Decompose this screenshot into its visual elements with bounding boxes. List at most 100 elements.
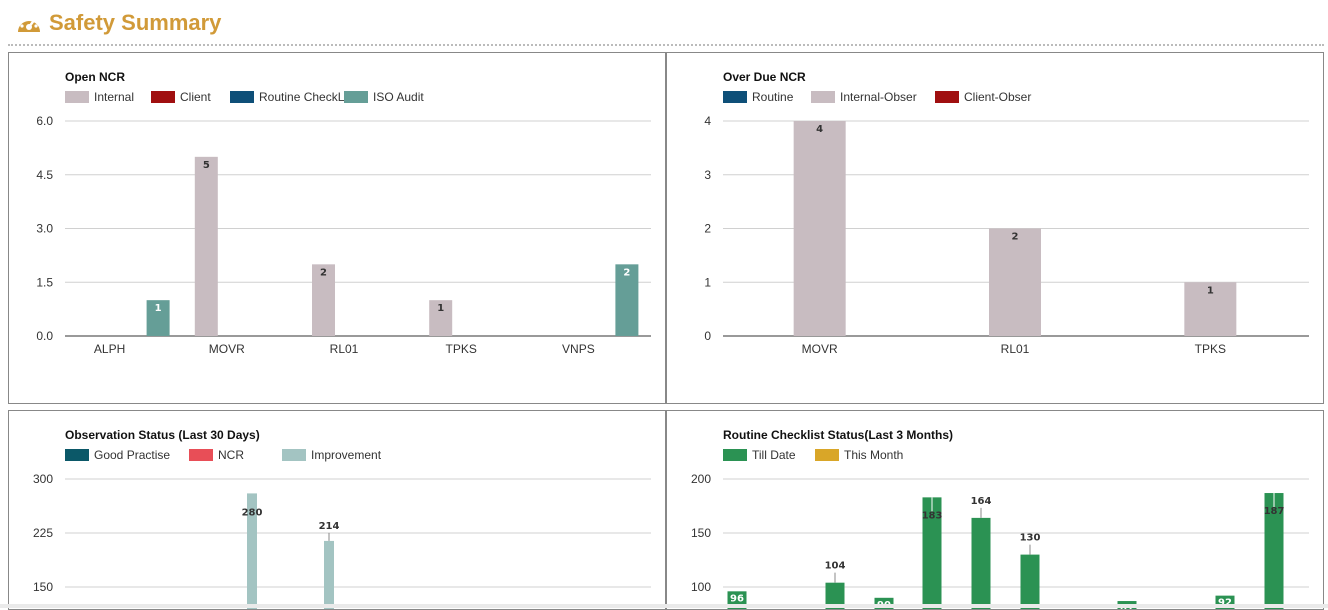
y-tick-label: 1.5 bbox=[36, 275, 53, 289]
bar-till-date[interactable] bbox=[874, 597, 894, 610]
y-tick-label: 300 bbox=[33, 472, 53, 486]
legend-item-iso-audit[interactable]: ISO Audit bbox=[344, 90, 424, 104]
legend-item-good-practise[interactable]: Good Practise bbox=[65, 448, 170, 462]
bar-internal-movr[interactable] bbox=[194, 156, 218, 336]
y-tick-label: 225 bbox=[33, 526, 53, 540]
data-label: 4 bbox=[816, 124, 823, 135]
chart-title: Over Due NCR bbox=[723, 70, 806, 84]
header-divider bbox=[8, 44, 1324, 46]
legend-item-till-date[interactable]: Till Date bbox=[723, 448, 796, 462]
routine-checklist-panel: Routine Checklist Status(Last 3 Months) T… bbox=[666, 410, 1324, 610]
data-label: 130 bbox=[1020, 533, 1041, 544]
label-band bbox=[923, 510, 942, 519]
data-label: 2 bbox=[623, 267, 630, 278]
legend-item-this-month[interactable]: This Month bbox=[815, 448, 903, 462]
legend-item-internal[interactable]: Internal bbox=[65, 90, 134, 104]
y-tick-label: 1 bbox=[704, 275, 711, 289]
legend-label: Internal-Obser bbox=[840, 90, 917, 104]
legend-swatch bbox=[65, 91, 89, 103]
x-tick-label: MOVR bbox=[209, 342, 245, 356]
legend-swatch bbox=[723, 449, 747, 461]
open-ncr-panel: Open NCR Internal Client Routine CheckList I… bbox=[8, 52, 666, 404]
x-tick-label: VNPS bbox=[562, 342, 595, 356]
legend-item-ncr[interactable]: NCR bbox=[189, 448, 244, 462]
legend-swatch bbox=[723, 91, 747, 103]
data-label: 183 bbox=[922, 510, 943, 521]
data-label: 92 bbox=[1218, 598, 1232, 609]
over-due-ncr-chart: Over Due NCR Routine Internal-Obser Client-… bbox=[704, 70, 1309, 356]
data-label: 214 bbox=[319, 521, 340, 532]
legend-label: ISO Audit bbox=[373, 90, 424, 104]
bar-iso-audit-vnps[interactable] bbox=[615, 264, 639, 336]
legend-label: Routine bbox=[752, 90, 794, 104]
bar-till-date[interactable] bbox=[1264, 493, 1284, 610]
x-tick-label: RL01 bbox=[1001, 342, 1030, 356]
routine-checklist-chart: Routine Checklist Status(Last 3 Months) T… bbox=[691, 428, 1309, 610]
data-label: 104 bbox=[825, 561, 846, 572]
observation-status-chart: Observation Status (Last 30 Days) Good Pr… bbox=[33, 428, 651, 610]
x-tick-label: TPKS bbox=[446, 342, 477, 356]
x-tick-label: ALPH bbox=[94, 342, 125, 356]
legend-label: Client-Obser bbox=[964, 90, 1031, 104]
bar-internal-obser-rl01[interactable] bbox=[989, 228, 1041, 337]
legend-item-client[interactable]: Client bbox=[151, 90, 211, 104]
bar-till-date[interactable] bbox=[971, 517, 991, 610]
y-tick-label: 3.0 bbox=[36, 222, 53, 236]
legend-label: Client bbox=[180, 90, 211, 104]
data-label: 187 bbox=[1264, 506, 1285, 517]
y-tick-label: 150 bbox=[691, 526, 711, 540]
legend-item-client-obser[interactable]: Client-Obser bbox=[935, 90, 1031, 104]
page-header: Safety Summary bbox=[15, 8, 221, 38]
bar-internal-obser-movr[interactable] bbox=[793, 121, 846, 336]
data-label: 96 bbox=[730, 593, 744, 604]
legend-label: NCR bbox=[218, 448, 244, 462]
bar-till-date[interactable] bbox=[1020, 554, 1040, 610]
bar-improvement[interactable] bbox=[324, 540, 334, 610]
y-tick-label: 100 bbox=[691, 580, 711, 594]
y-tick-label: 0.0 bbox=[36, 329, 53, 343]
legend-item-routine[interactable]: Routine bbox=[723, 90, 794, 104]
data-label: 5 bbox=[203, 160, 210, 171]
legend-swatch bbox=[811, 91, 835, 103]
bar-improvement[interactable] bbox=[247, 493, 257, 610]
open-ncr-chart: Open NCR Internal Client Routine CheckList I… bbox=[36, 70, 651, 356]
legend-label: Improvement bbox=[311, 448, 382, 462]
data-label: 2 bbox=[320, 267, 327, 278]
chart-title: Open NCR bbox=[65, 70, 125, 84]
data-label: 280 bbox=[242, 507, 263, 518]
legend-swatch bbox=[344, 91, 368, 103]
legend-item-improvement[interactable]: Improvement bbox=[282, 448, 382, 462]
bar-till-date[interactable] bbox=[825, 582, 845, 610]
y-tick-label: 3 bbox=[704, 168, 711, 182]
legend-label: Internal bbox=[94, 90, 134, 104]
legend-item-routine-checklist[interactable]: Routine CheckList bbox=[230, 90, 357, 104]
legend-item-internal-obser[interactable]: Internal-Obser bbox=[811, 90, 917, 104]
bar-till-date[interactable] bbox=[922, 497, 942, 610]
legend-swatch bbox=[65, 449, 89, 461]
bar-internal-rl01[interactable] bbox=[312, 264, 335, 336]
x-tick-label: TPKS bbox=[1195, 342, 1226, 356]
legend-swatch bbox=[189, 449, 213, 461]
legend-swatch bbox=[230, 91, 254, 103]
x-tick-label: RL01 bbox=[330, 342, 359, 356]
legend-label: This Month bbox=[844, 448, 903, 462]
legend-swatch bbox=[151, 91, 175, 103]
data-label: 2 bbox=[1012, 232, 1019, 243]
chart-title: Routine Checklist Status(Last 3 Months) bbox=[723, 428, 953, 442]
y-tick-label: 2 bbox=[704, 222, 711, 236]
horizontal-scrollbar[interactable] bbox=[0, 604, 1328, 608]
legend-swatch bbox=[935, 91, 959, 103]
data-label: 1 bbox=[1207, 285, 1214, 296]
page-title: Safety Summary bbox=[49, 10, 222, 35]
bar-internal-obser-tpks[interactable] bbox=[1184, 282, 1237, 336]
data-label: 164 bbox=[971, 496, 992, 507]
y-tick-label: 200 bbox=[691, 472, 711, 486]
x-tick-label: MOVR bbox=[802, 342, 838, 356]
legend-label: Routine CheckList bbox=[259, 90, 357, 104]
y-tick-label: 150 bbox=[33, 580, 53, 594]
dashboard-gauge-icon bbox=[18, 15, 40, 32]
bar-iso-audit-alph[interactable] bbox=[146, 300, 170, 336]
legend-label: Good Practise bbox=[94, 448, 170, 462]
bar-internal-tpks[interactable] bbox=[429, 300, 453, 336]
legend-swatch bbox=[282, 449, 306, 461]
